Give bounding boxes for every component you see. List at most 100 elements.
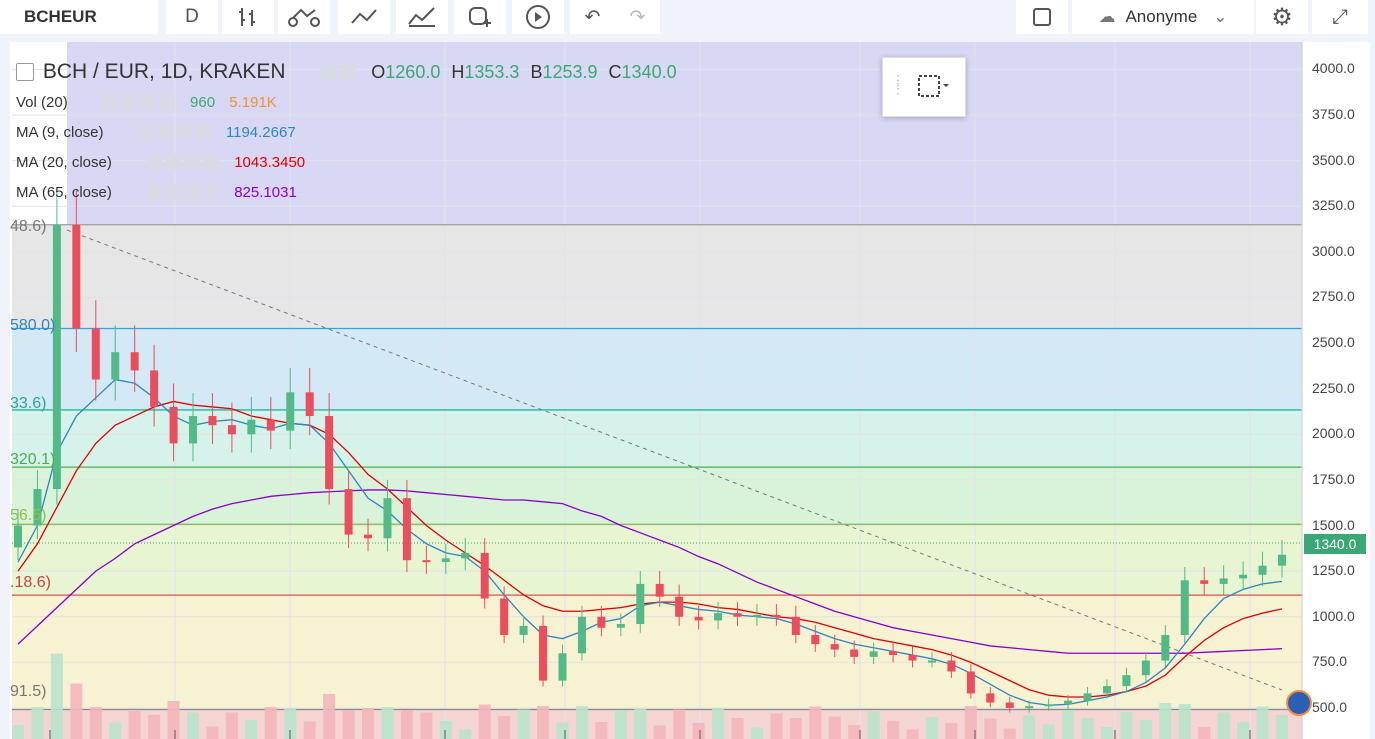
gear-icon[interactable] [165,154,182,170]
candle [811,634,820,645]
volume-bar [498,716,511,739]
fib-band [12,328,1302,410]
volume-bar [381,707,394,739]
volume-bar [109,722,122,739]
eye-icon[interactable] [146,184,163,200]
fib-band [12,224,1302,329]
volume-bar [264,707,277,739]
fib-label-3: 320.1) [10,451,56,468]
volume-bar [1003,728,1016,739]
volume-bar [925,717,938,739]
volume-bar [731,718,744,739]
gear-icon[interactable] [120,94,137,110]
candle [597,616,606,628]
legend-ma9-row: MA (9, close) 1194.2667 [16,124,296,141]
y-tick-label: 1000.0 [1312,607,1355,624]
volume-bar [575,706,588,739]
candle [869,651,878,657]
y-tick-label: 500.0 [1312,698,1348,715]
symbol-search[interactable]: BCHEUR [0,0,158,34]
collapse-icon[interactable] [16,63,34,81]
compare-icon[interactable] [338,0,390,34]
volume-bar [323,694,336,739]
volume-bar [1081,718,1094,739]
ma65-value: 825.1031 [234,184,297,201]
volume-bar [789,718,802,739]
undo-icon[interactable]: ↶ [584,6,601,28]
volume-bar [187,712,200,739]
candle [72,224,81,329]
ohlc-high-key: H [451,62,465,82]
add-layout-icon[interactable] [454,0,506,34]
candle [519,625,528,635]
fib-band [12,524,1302,596]
user-menu[interactable]: ☁ Anonyme ⌄ [1072,0,1254,34]
eye-icon[interactable] [137,124,154,140]
fullscreen-icon[interactable]: ⤢ [1312,0,1368,34]
volume-bar [206,726,219,739]
add-icon[interactable] [184,154,201,170]
drag-handle-icon[interactable]: ⋮ ⋮ [891,72,905,96]
volume-bar [225,712,238,739]
y-tick-label: 3500.0 [1312,151,1355,168]
redo-icon[interactable]: ↷ [629,6,646,28]
volume-bar [673,709,686,739]
volume-bar [439,721,452,739]
candle [791,616,800,635]
volume-bar [945,723,958,739]
gear-icon[interactable] [156,124,173,140]
close-icon[interactable] [158,94,175,110]
selection-icon[interactable] [913,72,953,102]
candle [33,489,42,526]
candle [966,671,975,694]
replay-icon[interactable] [512,0,564,34]
gear-icon[interactable] [340,65,357,81]
top-toolbar: BCHEUR D ↶ ↷ ☁ Anonyme ⌄ ⚙ ⤢ [0,0,1375,36]
ma65-line [17,489,1283,654]
candle [189,416,198,444]
close-icon[interactable] [203,154,220,170]
trend-line[interactable] [66,229,1283,691]
candle [733,613,742,617]
add-icon[interactable] [184,184,201,200]
indicators-icon[interactable] [278,0,330,34]
ma65-label: MA (65, close) [16,184,112,201]
eye-icon[interactable] [146,154,163,170]
y-tick-label: 4000.0 [1312,60,1355,77]
settings-circle-icon[interactable] [1286,690,1312,716]
floating-drawing-toolbar[interactable]: ⋮ ⋮ [882,57,966,117]
interval-button[interactable]: D [166,0,218,34]
undo-redo-group: ↶ ↷ [570,0,660,34]
fib-label-1: 580.0) [10,317,56,334]
bar-style-icon[interactable] [222,0,274,34]
candle [616,624,625,628]
eye-icon[interactable] [101,94,118,110]
fib-band [67,42,1302,225]
ohlc-low: 1253.9 [542,62,598,82]
ma9-label: MA (9, close) [16,124,104,141]
close-icon[interactable] [203,184,220,200]
chevron-down-icon: ⌄ [1213,7,1228,26]
layout-icon[interactable] [1016,0,1068,34]
add-icon[interactable] [175,124,192,140]
ma9-value: 1194.2667 [225,124,296,141]
y-tick-label: 1750.0 [1312,470,1355,487]
candle [364,534,373,539]
volume-bar [31,707,44,739]
eye-icon[interactable] [321,65,338,81]
settings-icon[interactable]: ⚙ [1256,0,1308,34]
ma20-line [17,400,1283,698]
gear-icon[interactable] [165,184,182,200]
add-icon[interactable] [139,94,156,110]
close-icon[interactable] [194,124,211,140]
ohlc-open: 1260.0 [385,62,441,82]
candle [1122,675,1131,687]
volume-bar [828,716,841,739]
fib-label-4: 56.5) [10,507,47,524]
candle [286,392,295,431]
volume-bar [537,706,550,739]
volume-bar [809,706,822,739]
candle [1025,706,1034,709]
alert-icon[interactable] [396,0,448,34]
